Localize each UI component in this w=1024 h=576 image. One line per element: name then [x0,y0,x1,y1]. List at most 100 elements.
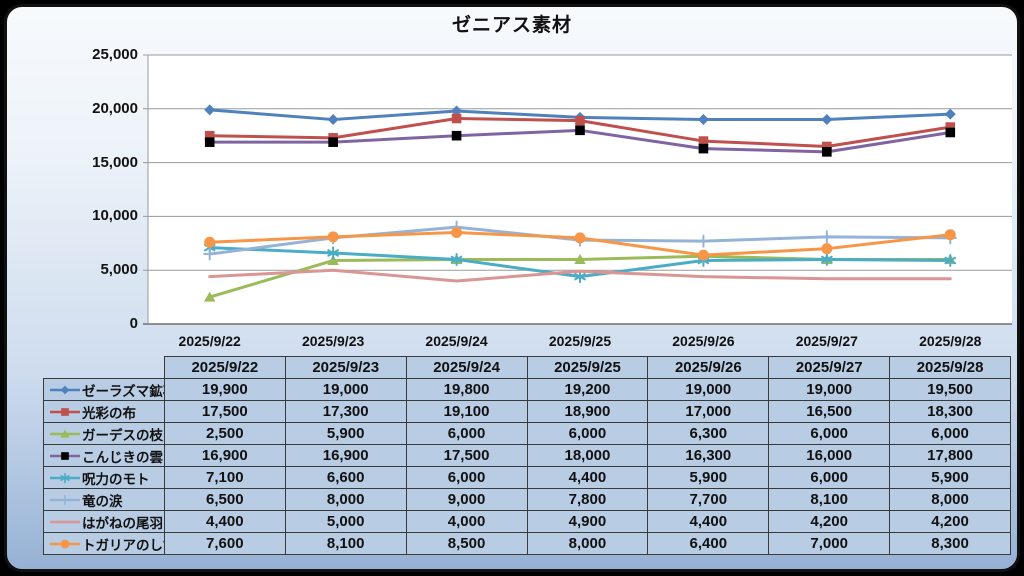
table-value-cell: 4,200 [768,510,891,533]
table-value-cell: 19,000 [768,378,891,401]
table-value-cell: 9,000 [405,488,528,511]
data-point-marker [451,113,462,124]
x-axis-label: 2025/9/26 [672,333,735,349]
table-row: ゼーラズマ鉱石19,90019,00019,80019,20019,00019,… [43,378,1011,401]
table-header-cell: 2025/9/26 [647,356,770,379]
legend-marker-icon [50,429,80,438]
data-point-marker [822,141,832,152]
table-value-cell: 2,500 [163,422,286,445]
data-point-marker [697,249,709,261]
legend-entry: こんじきの雲 [46,446,163,466]
table-value-cell: 19,200 [526,378,649,401]
table-value-cell: 6,000 [768,422,891,445]
table-value-cell: 6,400 [647,532,770,555]
y-axis-tick-label: 15,000 [92,153,138,171]
table-value-cell: 17,500 [163,400,286,423]
table-value-cell: 6,300 [647,422,770,445]
data-point-marker [327,246,339,260]
data-point-marker [944,108,956,120]
data-point-marker [450,252,463,266]
table-value-cell: 17,000 [647,400,770,423]
table-value-cell: 5,000 [284,510,407,533]
data-point-marker [451,227,463,239]
table-value-cell: 17,300 [284,400,407,423]
legend-item: ガーデスの枝 [43,422,165,445]
data-point-marker [821,252,833,266]
data-point-marker [61,407,69,416]
data-point-marker [451,130,462,141]
legend-marker-icon [50,472,80,483]
y-axis-tick-label: 25,000 [92,46,138,63]
table-value-cell: 4,400 [526,466,649,489]
legend-series-name: はがねの尾羽 [82,515,163,531]
series-line [208,268,952,283]
data-point-marker [574,232,586,244]
table-value-cell: 8,100 [768,488,891,511]
legend-item: 竜の涙 [43,488,165,511]
data-point-marker [204,236,216,248]
legend-series-name: トガリアのしずく [82,537,163,553]
table-header-row: 2025/9/22 2025/9/23 2025/9/24 2025/9/25 2025… [44,356,1011,379]
data-point-marker [204,104,216,116]
plot-area [148,55,1012,324]
data-point-marker [60,539,70,548]
data-point-marker [944,254,957,268]
table-value-cell: 6,000 [768,466,891,489]
data-point-marker [60,472,70,483]
data-point-marker [327,255,339,266]
data-point-marker [945,127,956,138]
legend-series-name: 竜の涙 [82,493,123,509]
legend-entry: 竜の涙 [46,490,162,510]
table-value-cell: 6,000 [526,422,649,445]
table-row: 竜の涙 6,500 8,000 9,000 7,800 7,700 8,100 8,000 [43,488,1011,511]
data-point-marker [203,291,216,302]
legend-entry: ゼーラズマ鉱石 [46,380,163,400]
legend-series-name: ガーデスの枝 [82,427,163,443]
legend-marker-icon [50,451,80,460]
table-value-cell: 19,100 [405,400,528,423]
table-value-cell: 8,000 [284,488,407,511]
table-header-cell: 2025/9/24 [405,356,528,379]
table-value-cell: 7,100 [163,466,286,489]
table-row: 光彩の布 17,500 17,300 19,100 18,900 17,000 16,500… [43,400,1011,423]
table-value-cell: 8,300 [889,532,1011,555]
legend-item: ゼーラズマ鉱石 [43,378,165,401]
table-value-cell: 17,800 [889,444,1011,467]
table-row: トガリアのしずく7,6008,1008,5008,0006,4007,0008,… [43,532,1011,555]
data-point-marker [945,122,956,132]
table-row: こんじきの雲 16,900 16,900 17,500 18,000 16,300 16,0… [43,444,1011,467]
table-row: 呪力のモト 7,100 6,600 6,000 4,400 5,900 6,000 5,900 [43,466,1011,489]
data-point-marker [203,247,217,261]
series-7 [208,268,952,283]
x-axis-label: 2025/9/22 [178,333,241,349]
data-point-marker [327,231,339,243]
legend-entry: 呪力のモト [46,468,162,488]
table-value-cell: 4,900 [526,510,649,533]
data-point-marker [575,115,585,126]
data-point-marker [821,114,833,126]
legend-item: 光彩の布 [43,400,165,423]
x-axis-label: 2025/9/27 [795,333,858,349]
legend-marker-icon [50,539,80,548]
legend-series-name: 光彩の布 [82,405,136,421]
table-value-cell: 19,900 [163,378,286,401]
legend-marker-icon [50,494,80,505]
data-point-marker [61,451,69,460]
data-point-marker [696,234,710,248]
series-4 [204,125,956,157]
y-axis-tick-label: 5,000 [100,261,138,279]
table-value-cell: 8,000 [889,488,1011,511]
table-corner-cell [44,357,165,379]
x-axis-label: 2025/9/28 [919,333,982,349]
table-value-cell: 7,000 [768,532,891,555]
table-value-cell: 4,200 [889,510,1011,533]
table-header-cell: 2025/9/25 [526,356,649,379]
legend-entry: トガリアのしずく [46,534,163,554]
table-value-cell: 5,900 [889,466,1011,489]
chart-title: ゼニアス素材 [451,15,572,36]
y-axis-tick-label: 20,000 [92,99,138,117]
table-value-cell: 16,900 [163,444,286,467]
legend-marker-icon [50,407,80,416]
table-value-cell: 19,500 [889,378,1011,401]
data-point-marker [60,429,70,438]
